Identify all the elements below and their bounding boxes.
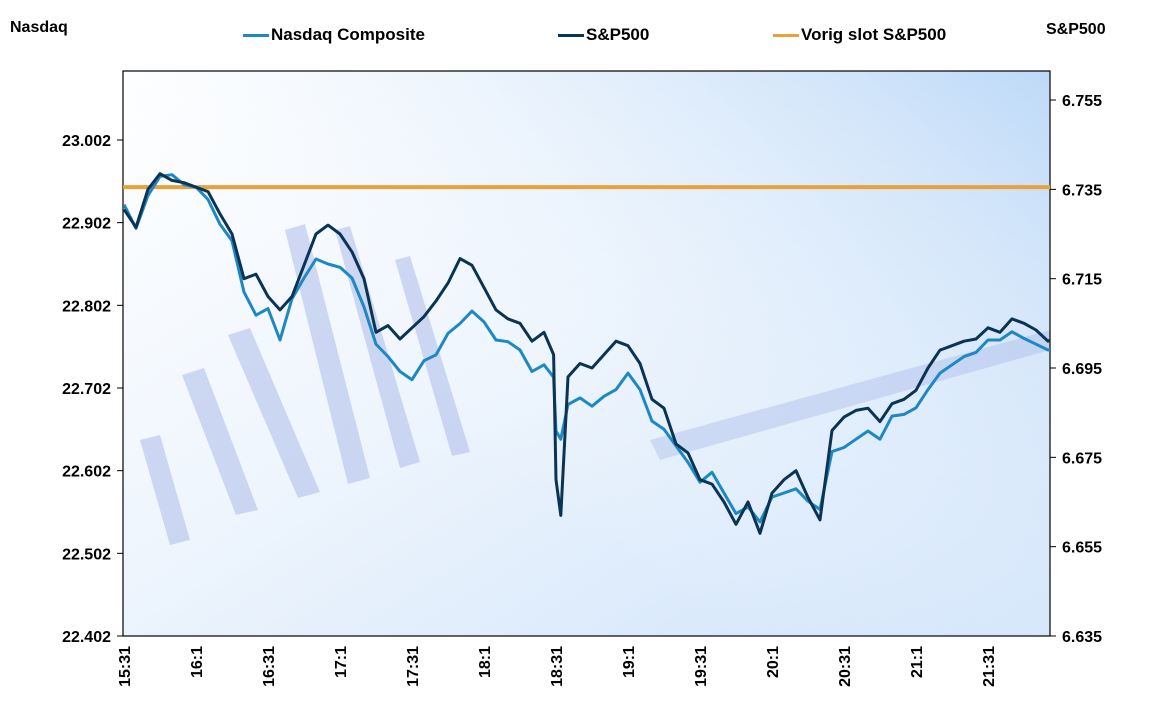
left-tick-label: 22.502 xyxy=(62,546,111,563)
x-tick-label: 17:31 xyxy=(405,646,422,687)
left-tick-label: 23.002 xyxy=(62,133,111,150)
x-tick-label: 16:1 xyxy=(189,646,206,678)
right-tick-label: 6.635 xyxy=(1062,629,1102,646)
right-tick-label: 6.715 xyxy=(1062,272,1102,289)
x-tick-label: 17:1 xyxy=(333,646,350,678)
x-tick-label: 21:1 xyxy=(909,646,926,678)
x-tick-label: 16:31 xyxy=(261,646,278,687)
x-axis: 15:31 16:1 16:31 17:1 17:31 18:1 18:31 19:1 19:3… xyxy=(117,646,998,687)
right-axis-title: S&P500 xyxy=(1046,21,1106,38)
left-tick-label: 22.802 xyxy=(62,298,111,315)
right-axis: 6.635 6.655 6.675 6.695 6.715 6.735 6.755 xyxy=(1050,93,1102,646)
legend-swatch-sp500 xyxy=(558,33,584,37)
left-axis-title: Nasdaq xyxy=(10,19,68,36)
left-tick-label: 22.702 xyxy=(62,381,111,398)
x-tick-label: 15:31 xyxy=(117,646,134,687)
right-tick-label: 6.675 xyxy=(1062,450,1102,467)
legend-label-previous-close: Vorig slot S&P500 xyxy=(801,25,947,44)
plot-frame xyxy=(122,70,1051,637)
x-tick-label: 20:31 xyxy=(837,646,854,687)
background-streak-decoration xyxy=(650,330,1050,460)
legend-nasdaq: Nasdaq Composite xyxy=(243,24,425,46)
x-tick-label: 18:1 xyxy=(477,646,494,678)
x-tick-label: 19:1 xyxy=(621,646,638,678)
series-line-nasdaq xyxy=(123,173,1050,524)
x-tick-label: 20:1 xyxy=(765,646,782,678)
x-tick-label: 18:31 xyxy=(549,646,566,687)
left-tick-label: 22.602 xyxy=(62,464,111,481)
plot-background xyxy=(123,71,1050,636)
right-tick-label: 6.735 xyxy=(1062,182,1102,199)
left-axis: 22.402 22.502 22.602 22.702 22.802 22.902 23.0… xyxy=(62,133,123,646)
right-tick-label: 6.655 xyxy=(1062,540,1102,557)
legend-label-nasdaq: Nasdaq Composite xyxy=(271,25,425,44)
legend-swatch-previous-close xyxy=(773,33,799,37)
legend-sp500: S&P500 xyxy=(558,24,649,46)
legend-swatch-nasdaq xyxy=(243,33,269,37)
x-tick-label: 19:31 xyxy=(693,646,710,687)
right-tick-label: 6.755 xyxy=(1062,93,1102,110)
left-tick-label: 22.902 xyxy=(62,216,111,233)
right-tick-label: 6.695 xyxy=(1062,361,1102,378)
legend-label-sp500: S&P500 xyxy=(586,25,650,44)
x-tick-label: 21:31 xyxy=(981,646,998,687)
series-layer xyxy=(123,172,1050,535)
legend-previous-close: Vorig slot S&P500 xyxy=(773,24,946,46)
left-tick-label: 22.402 xyxy=(62,629,111,646)
series-line-sp500 xyxy=(123,172,1050,535)
